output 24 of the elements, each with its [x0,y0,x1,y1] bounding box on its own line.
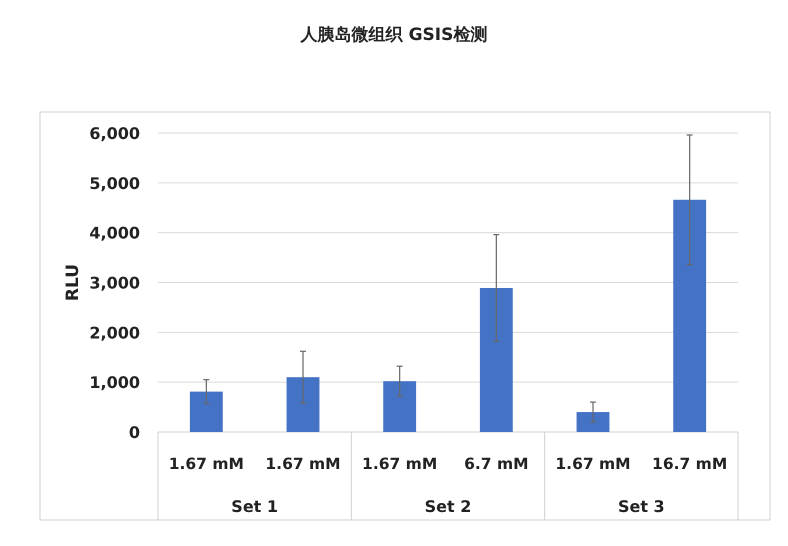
bar [286,377,320,432]
x-tick-label: 1.67 mM [362,455,438,473]
y-tick-label: 4,000 [89,224,140,243]
text: Set 2 [424,497,472,516]
bar [576,412,610,432]
x-tick-label: 1.67 mM [265,455,341,473]
bar [673,200,706,432]
y-tick-label: 5,000 [89,174,140,193]
y-tick-label: 6,000 [89,124,140,143]
x-tick-label: 16.7 mM [652,455,728,473]
x-tick-label: 6.7 mM [464,455,529,473]
text: Set 3 [618,497,665,516]
chart-title: 人胰岛微组织 GSIS检测 [300,25,488,45]
y-tick-label: 1,000 [89,373,140,392]
bar [480,288,513,432]
x-tick-label: 1.67 mM [168,455,244,473]
x-tick-label: 1.67 mM [555,455,631,473]
y-axis-title: RLU [63,264,83,302]
text: Set 1 [231,497,278,516]
bar [190,392,223,432]
bar [383,381,416,432]
y-tick-label: 3,000 [89,274,140,292]
y-tick-label: 2,000 [89,323,140,342]
y-tick-label: 0 [128,423,140,442]
